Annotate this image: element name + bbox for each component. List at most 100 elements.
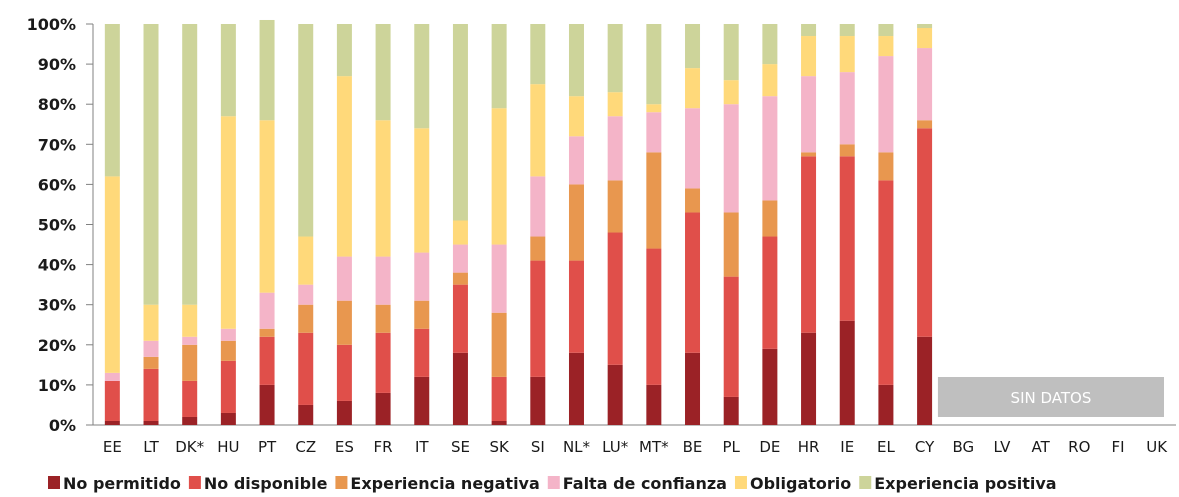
- y-tick-label: 70%: [38, 135, 76, 154]
- bar-segment: [414, 328, 430, 377]
- bar-segment: [298, 236, 314, 285]
- bar-segment: [723, 80, 739, 105]
- x-tick-label: EL: [877, 438, 895, 456]
- x-tick-label: UK: [1146, 438, 1168, 456]
- bar-segment: [491, 376, 507, 421]
- bar-segment: [182, 344, 198, 381]
- bar-segment: [801, 24, 817, 37]
- bar-segment: [104, 176, 120, 373]
- bar-segment: [336, 256, 352, 301]
- bar-segment: [182, 336, 198, 345]
- bar-segment: [646, 152, 662, 249]
- bar-segment: [220, 360, 236, 413]
- bar-segment: [452, 352, 468, 425]
- bar-segment: [646, 384, 662, 425]
- bar-segment: [762, 64, 778, 97]
- bar-segment: [762, 200, 778, 237]
- y-tick-label: 0%: [49, 416, 76, 435]
- bar-segment: [762, 24, 778, 65]
- x-tick-label: LU*: [602, 438, 629, 456]
- bar-segment: [491, 244, 507, 313]
- x-tick-label: DE: [759, 438, 780, 456]
- bar-segment: [143, 368, 159, 421]
- legend-entry: No permitido: [63, 474, 181, 493]
- bar-segment: [491, 108, 507, 245]
- bar-segment: [530, 84, 546, 177]
- no-data-label: SIN DATOS: [1011, 389, 1092, 407]
- legend-swatch: [734, 476, 747, 489]
- bar-segment: [878, 56, 894, 153]
- bar-segment: [104, 372, 120, 381]
- x-tick-label: FI: [1111, 438, 1124, 456]
- bar-segment: [452, 272, 468, 285]
- legend-entry: Obligatorio: [750, 474, 851, 493]
- bar-segment: [839, 156, 855, 321]
- y-tick-label: 50%: [38, 216, 76, 235]
- bar-segment: [917, 24, 933, 29]
- bar-segment: [259, 336, 275, 385]
- bar-segment: [414, 128, 430, 253]
- bar-segment: [723, 212, 739, 277]
- x-tick-label: HR: [798, 438, 820, 456]
- x-tick-label: SE: [451, 438, 470, 456]
- bar-segment: [104, 24, 120, 177]
- x-tick-label: HU: [217, 438, 239, 456]
- bar-segment: [917, 336, 933, 425]
- bar-segment: [375, 120, 391, 257]
- bar-segment: [220, 116, 236, 329]
- bar-segment: [878, 180, 894, 385]
- bar-segment: [259, 19, 275, 121]
- bar-segment: [220, 24, 236, 117]
- bar-segment: [917, 128, 933, 337]
- bar-segment: [568, 96, 584, 137]
- bar-segment: [452, 24, 468, 221]
- bar-segment: [839, 144, 855, 157]
- bar-segment: [491, 24, 507, 109]
- bar-segment: [607, 92, 623, 117]
- legend-entry: Experiencia negativa: [350, 474, 539, 493]
- bar-segment: [375, 332, 391, 393]
- y-tick-label: 90%: [38, 55, 76, 74]
- bar-segment: [801, 152, 817, 157]
- bar-segment: [491, 312, 507, 377]
- legend-entry: No disponible: [204, 474, 328, 493]
- bar-segment: [143, 24, 159, 305]
- bar-segment: [607, 24, 623, 93]
- bar-segment: [143, 420, 159, 425]
- bar-segment: [375, 304, 391, 333]
- bar-segment: [917, 28, 933, 49]
- bar-segment: [723, 104, 739, 213]
- bar-segment: [452, 244, 468, 273]
- bar-segment: [414, 300, 430, 329]
- bar-segment: [568, 136, 584, 185]
- bar-segment: [414, 24, 430, 129]
- bar-segment: [801, 332, 817, 425]
- x-tick-label: CY: [915, 438, 935, 456]
- bar-segment: [607, 116, 623, 181]
- bar-segment: [375, 392, 391, 425]
- bar-segment: [568, 184, 584, 261]
- bar-segment: [878, 36, 894, 57]
- bar-segment: [336, 24, 352, 77]
- bar-segment: [182, 304, 198, 337]
- x-tick-label: EE: [103, 438, 122, 456]
- y-tick-label: 100%: [27, 15, 76, 34]
- bar-segment: [607, 232, 623, 365]
- y-tick-label: 10%: [38, 376, 76, 395]
- bar-segment: [182, 380, 198, 417]
- bar-segment: [762, 348, 778, 425]
- bar-segment: [375, 256, 391, 305]
- bar-segment: [568, 352, 584, 425]
- x-tick-label: BG: [952, 438, 974, 456]
- bar-segment: [723, 396, 739, 425]
- bar-segment: [568, 260, 584, 353]
- bar-segment: [336, 400, 352, 425]
- y-tick-label: 80%: [38, 95, 76, 114]
- legend-entry: Experiencia positiva: [874, 474, 1056, 493]
- x-tick-label: MT*: [639, 438, 669, 456]
- bar-segment: [685, 212, 701, 353]
- bar-segment: [839, 320, 855, 425]
- y-tick-label: 60%: [38, 175, 76, 194]
- bar-segment: [298, 304, 314, 333]
